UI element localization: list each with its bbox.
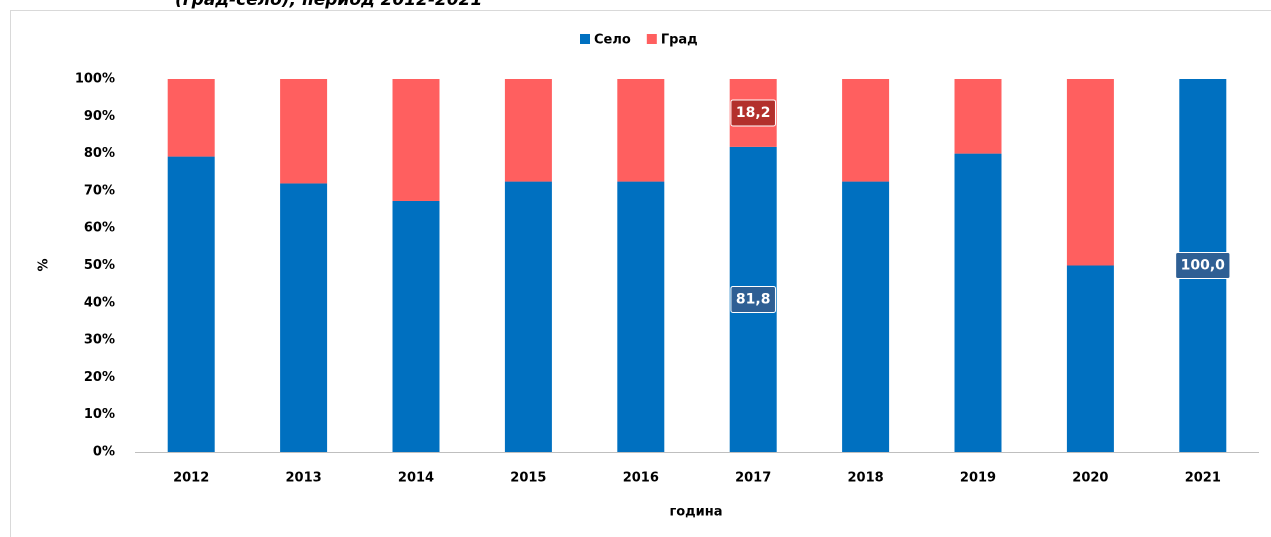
x-tick-label: 2017 [735, 471, 771, 486]
x-tick-label: 2021 [1185, 471, 1221, 486]
bar-segment [954, 153, 1002, 452]
x-tick-label: 2018 [848, 471, 884, 486]
legend-label: Село [594, 33, 631, 48]
bar-segment [167, 79, 215, 157]
bar-segment [167, 156, 215, 453]
y-tick-label: 90% [84, 109, 115, 124]
data-label-group: 81,8 [730, 285, 776, 313]
data-label: 81,8 [736, 291, 771, 307]
y-tick-label: 20% [84, 370, 115, 385]
legend-label: Град [661, 33, 698, 48]
y-axis-label: % [37, 258, 52, 271]
chart-title: (град-село), период 2012-2021 [175, 0, 482, 10]
bar-segment [617, 79, 665, 182]
y-tick-label: 40% [84, 295, 115, 310]
bar-segment [1066, 79, 1114, 266]
data-label-box [1175, 252, 1231, 279]
y-tick-label: 60% [84, 221, 115, 236]
chart-frame [10, 10, 1271, 537]
data-label: 18,2 [736, 105, 771, 121]
x-axis-label: година [669, 505, 722, 520]
y-tick-label: 100% [75, 72, 115, 87]
legend-swatch [580, 34, 590, 44]
x-tick-label: 2014 [398, 471, 434, 486]
x-tick-label: 2016 [623, 471, 659, 486]
y-tick-label: 30% [84, 333, 115, 348]
legend-swatch [646, 34, 657, 44]
bar-segment [954, 79, 1002, 154]
bar-segment [280, 183, 328, 452]
x-tick-label: 2020 [1072, 471, 1108, 486]
x-tick-label: 2015 [510, 471, 546, 486]
y-tick-label: 80% [84, 146, 115, 161]
data-label-group: 18,2 [730, 99, 776, 127]
data-label-box [730, 99, 776, 127]
y-tick-label: 50% [84, 258, 115, 273]
y-tick-label: 10% [84, 407, 115, 422]
bar-segment [842, 181, 890, 452]
bar-segment [617, 181, 665, 452]
bar-segment [280, 79, 328, 184]
bar-segment [504, 181, 552, 452]
bar-segment [1066, 265, 1114, 452]
x-tick-label: 2012 [173, 471, 209, 486]
x-tick-label: 2019 [960, 471, 996, 486]
bar-segment [842, 79, 890, 182]
data-label-group: 100,0 [1175, 252, 1231, 279]
bar-segment [392, 200, 440, 452]
bar-segment [392, 79, 440, 201]
y-tick-label: 70% [84, 183, 115, 198]
x-tick-label: 2013 [286, 471, 322, 486]
bar-segment [504, 79, 552, 182]
data-label-box [730, 285, 776, 313]
y-tick-label: 0% [93, 445, 115, 460]
data-label: 100,0 [1181, 258, 1226, 274]
